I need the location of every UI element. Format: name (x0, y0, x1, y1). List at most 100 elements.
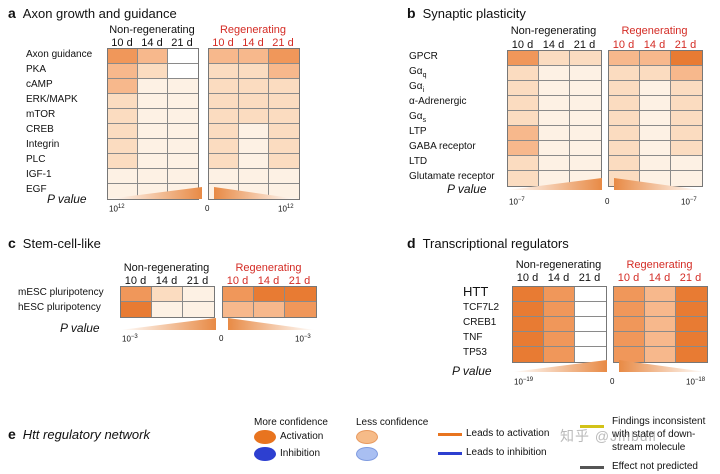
heatmap-cell (138, 124, 168, 139)
tick-base: 10 (122, 334, 131, 344)
activation-weak-icon (356, 430, 378, 444)
tick-exponent: −18 (694, 377, 706, 383)
inhibition-strong-icon (254, 447, 276, 461)
tick-base: 10 (686, 377, 695, 387)
nonregenerating-header: Non-regenerating (109, 24, 195, 36)
inhibition-label: Inhibition (280, 448, 321, 459)
tick-base: 10 (681, 197, 690, 207)
heatmap-cell (609, 156, 640, 171)
pvalue-tick-right: 10−3 (295, 334, 311, 344)
tick-exponent: −7 (689, 197, 697, 203)
heatmap-cell (645, 317, 676, 332)
heatmap-cell (108, 79, 138, 94)
heatmap-cell (168, 139, 198, 154)
leads-to-inhibition-line-icon (438, 452, 462, 455)
row-label-text: TP53 (463, 347, 487, 358)
nonreg-heatmap-grid (507, 50, 602, 187)
leads-to-inhibition-label: Leads to inhibition (466, 447, 547, 458)
heatmap-cell (539, 96, 570, 111)
row-label: mESC pluripotency (18, 287, 104, 298)
heatmap-cell (168, 154, 198, 169)
heatmap-cell (614, 302, 645, 317)
heatmap-cell (168, 124, 198, 139)
row-label-text: Glutamate receptor (409, 171, 495, 182)
heatmap-cell (544, 287, 575, 302)
heatmap-cell (121, 302, 152, 317)
row-label: TP53 (463, 347, 487, 358)
row-label-text: Integrin (26, 139, 60, 150)
tick-base: 0 (205, 204, 210, 213)
heatmap-cell (640, 171, 671, 186)
heatmap-cell (539, 51, 570, 66)
heatmap-cell (239, 94, 269, 109)
heatmap-cell (614, 332, 645, 347)
heatmap-cell (108, 94, 138, 109)
less-confidence-label: Less confidence (356, 417, 429, 428)
pvalue-tick-left: 1012 (109, 204, 125, 214)
heatmap-cell (544, 332, 575, 347)
heatmap-cell (508, 126, 539, 141)
heatmap-cell (570, 126, 601, 141)
row-label-text: Axon guidance (26, 49, 93, 60)
heatmap-cell (544, 347, 575, 362)
heatmap-cell (138, 139, 168, 154)
heatmap-cell (108, 154, 138, 169)
heatmap-cell (671, 96, 702, 111)
row-label-text: cAMP (26, 79, 53, 90)
reg-pvalue-triangle (214, 187, 298, 199)
row-label: CREB (26, 124, 54, 135)
heatmap-cell (168, 109, 198, 124)
timepoint-label: 14 d (542, 39, 565, 51)
row-label-text: CREB (26, 124, 54, 135)
heatmap-cell (513, 317, 544, 332)
heatmap-cell (539, 111, 570, 126)
row-label: LTP (409, 126, 427, 137)
activation-strong-icon (254, 430, 276, 444)
row-label: α-Adrenergic (409, 96, 466, 107)
heatmap-cell (508, 96, 539, 111)
heatmap-cell (152, 302, 183, 317)
heatmap-cell (138, 64, 168, 79)
heatmap-cell (121, 287, 152, 302)
heatmap-cell (209, 79, 239, 94)
leads-to-activation-line-icon (438, 433, 462, 436)
row-label: Axon guidance (26, 49, 92, 60)
heatmap-cell (570, 81, 601, 96)
tick-exponent: −7 (517, 197, 525, 203)
row-label-subscript: q (422, 72, 427, 79)
timepoint-label: 21 d (573, 39, 596, 51)
heatmap-cell (645, 347, 676, 362)
heatmap-cell (239, 139, 269, 154)
row-label-text: hESC pluripotency (18, 302, 101, 313)
heatmap-cell (575, 302, 606, 317)
heatmap-cell (609, 81, 640, 96)
heatmap-cell (108, 169, 138, 184)
heatmap-cell (671, 141, 702, 156)
timepoint-label: 14 d (141, 37, 163, 49)
heatmap-cell (152, 287, 183, 302)
heatmap-cell (269, 169, 299, 184)
heatmap-cell (209, 109, 239, 124)
heatmap-cell (671, 126, 702, 141)
heatmap-cell (108, 64, 138, 79)
heatmap-cell (223, 302, 254, 317)
row-label: cAMP (26, 79, 53, 90)
heatmap-cell (539, 66, 570, 81)
nonreg-heatmap-grid (107, 48, 199, 200)
row-label-text: PLC (26, 154, 46, 165)
heatmap-cell (508, 171, 539, 186)
heatmap-cell (614, 347, 645, 362)
heatmap-cell (609, 66, 640, 81)
timepoint-label: 14 d (547, 272, 570, 284)
reg-pvalue-triangle (614, 178, 701, 190)
heatmap-cell (508, 51, 539, 66)
p-value-label: P value (60, 321, 100, 335)
heatmap-cell (640, 66, 671, 81)
heatmap-cell (575, 347, 606, 362)
timepoint-label: 21 d (578, 272, 601, 284)
reg-heatmap-grid (222, 286, 317, 318)
heatmap-cell (544, 302, 575, 317)
heatmap-cell (570, 141, 601, 156)
heatmap-cell (209, 49, 239, 64)
pvalue-tick-zero: 0 (219, 334, 223, 343)
